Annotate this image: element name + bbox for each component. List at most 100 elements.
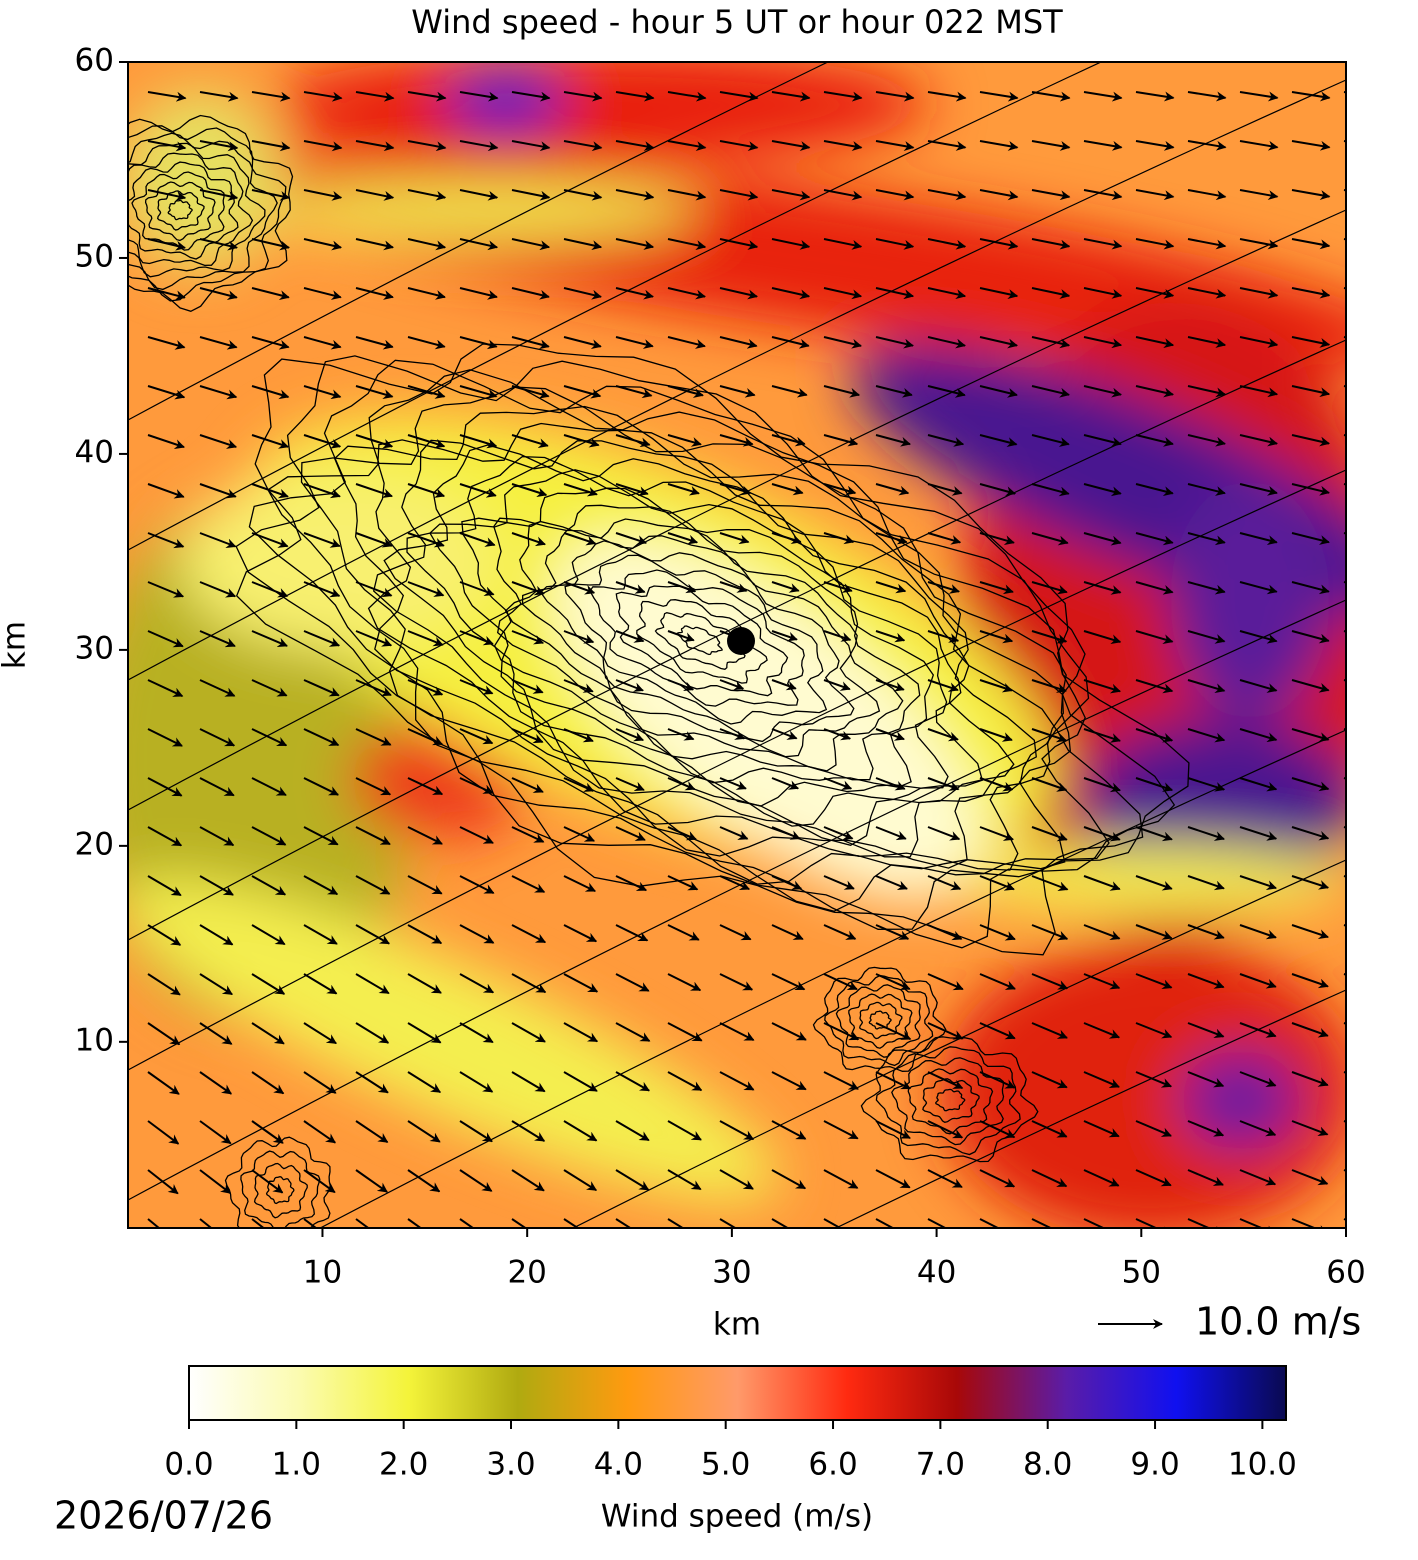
wind-arrow (147, 826, 183, 847)
wind-arrow (1343, 973, 1346, 976)
wind-arrow (1083, 728, 1121, 743)
wind-arrow (511, 875, 546, 893)
wind-arrow (147, 238, 186, 251)
wind-arrow (1343, 1120, 1346, 1123)
wind-arrow (459, 924, 495, 944)
wind-arrow (927, 924, 963, 941)
colorbar-tick-label: 1.0 (272, 1447, 321, 1483)
wind-arrow (1031, 924, 1069, 941)
wind-arrow (771, 385, 808, 398)
wind-arrow (355, 581, 393, 598)
wind-arrow (1187, 140, 1227, 151)
wind-arrow (147, 189, 187, 201)
wind-arrow (511, 924, 547, 944)
wind-arrow (1083, 385, 1122, 398)
wind-arrow (615, 287, 654, 300)
wind-arrow (875, 777, 906, 791)
wind-arrow (199, 630, 236, 648)
wind-arrow (771, 1022, 807, 1041)
wind-arrow (1343, 826, 1346, 829)
wind-arrow (407, 973, 442, 994)
wind-arrow (511, 336, 550, 350)
wind-arrow (199, 924, 234, 946)
wind-arrow (199, 385, 238, 400)
wind-arrow (1135, 385, 1174, 398)
wind-arrow (1031, 630, 1068, 644)
wind-arrow (511, 483, 548, 498)
wind-arrow (355, 1169, 388, 1193)
contour-line (406, 455, 984, 827)
wind-arrow (355, 385, 394, 399)
wind-arrow (1031, 1169, 1068, 1188)
wind-arrow (823, 336, 862, 349)
wind-arrow (251, 630, 288, 647)
y-tick-label: 10 (75, 1022, 114, 1058)
wind-arrow (1343, 91, 1346, 94)
wind-arrow (927, 679, 959, 692)
wind-arrow (459, 1071, 494, 1093)
wind-arrow (1343, 924, 1346, 927)
wind-arrow (303, 287, 342, 300)
wind-arrow (1031, 826, 1068, 842)
wind-arrow (1343, 581, 1346, 584)
wind-arrow (1083, 973, 1121, 990)
wind-arrow (251, 434, 290, 449)
contour-line (521, 529, 881, 758)
contour-line (156, 190, 205, 231)
wind-arrow (355, 336, 394, 350)
wind-arrow (511, 630, 545, 645)
wind-arrow (1187, 679, 1226, 694)
wind-arrow (1291, 1169, 1329, 1186)
wind-arrow (1291, 434, 1330, 447)
wind-arrow (771, 630, 798, 642)
wind-arrow (1031, 287, 1071, 299)
wind-arrow (771, 973, 806, 991)
contour-line (267, 369, 1110, 912)
wind-arrow (303, 777, 339, 796)
wind-arrow (1083, 189, 1123, 201)
y-tick-label: 30 (75, 630, 114, 666)
contour-line (128, 114, 294, 313)
contour-line (875, 1046, 1021, 1156)
wind-arrow (979, 630, 1014, 644)
wind-arrow (1187, 336, 1227, 348)
wind-arrow (1291, 1120, 1329, 1136)
wind-arrow (1343, 875, 1346, 878)
wind-arrow (303, 140, 343, 152)
wind-arrow (719, 532, 750, 545)
wind-arrow (979, 1169, 1016, 1188)
wind-arrow (719, 483, 752, 496)
wind-arrow (979, 1071, 1016, 1089)
wind-arrow (251, 287, 290, 301)
wind-arrow (1031, 336, 1071, 349)
wind-arrow (979, 581, 1014, 595)
wind-arrow (667, 728, 695, 741)
wind-arrow (355, 1120, 389, 1144)
wind-arrow (823, 777, 853, 790)
wind-arrow (563, 532, 597, 546)
wind-arrow (355, 287, 394, 300)
wind-arrow (1083, 875, 1121, 891)
wind-arrow (1083, 434, 1122, 447)
wind-arrow (875, 1022, 912, 1041)
wind-arrow (355, 532, 393, 548)
wind-arrow (615, 875, 648, 892)
wind-arrow (719, 287, 758, 300)
wind-arrow (1343, 679, 1346, 682)
wind-arrow (251, 1022, 285, 1045)
wind-arrow (251, 875, 287, 896)
wind-arrow (199, 91, 239, 102)
wind-arrow (459, 875, 495, 894)
wind-arrow (1239, 434, 1278, 447)
wind-arrow (979, 238, 1019, 250)
wind-arrow (823, 728, 852, 741)
wind-arrow (355, 238, 394, 251)
wind-arrow (1239, 1071, 1277, 1088)
colorbar-axis: 0.0 1.0 2.0 3.0 4.0 5.0 6.0 7.0 8.0 9.0 10.0 (164, 1420, 1297, 1483)
wind-arrow (407, 287, 446, 300)
wind-arrow (303, 1120, 337, 1144)
wind-arrow (251, 581, 289, 598)
wind-arrow (1343, 728, 1346, 731)
wind-arrow (615, 238, 655, 250)
wind-arrow (407, 630, 444, 647)
